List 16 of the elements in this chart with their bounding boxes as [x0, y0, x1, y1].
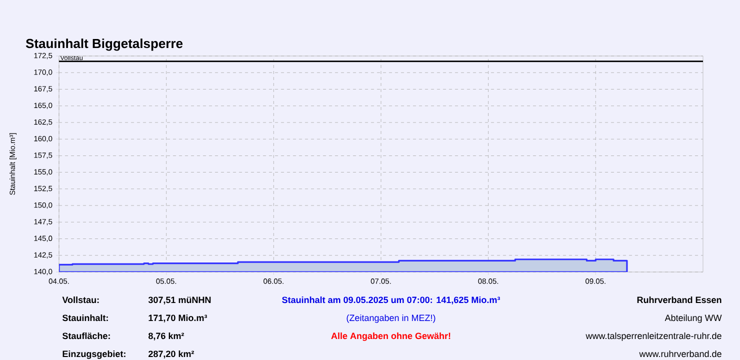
text: Alle Angaben ohne Gewähr!	[331, 332, 450, 341]
text: Vollstau:	[62, 296, 99, 304]
text: www.ruhrverband.de	[639, 350, 722, 358]
text: Einzugsgebiet:	[62, 350, 126, 359]
chart-title: Stauinhalt Biggetalsperre	[26, 38, 183, 51]
text: (Zeitangaben in MEZ!)	[346, 314, 436, 323]
text: 171,70 Mio.m³	[148, 314, 208, 322]
text: Stauinhalt:	[62, 314, 108, 322]
text: 287,20 km²	[148, 350, 194, 358]
text: Abteilung WW	[664, 314, 722, 323]
text: 307,51 müNHN	[148, 296, 211, 304]
text: Staufläche:	[62, 332, 110, 340]
text: www.talsperrenleitzentrale-ruhr.de	[586, 332, 722, 341]
text: Stauinhalt am 09.05.2025 um 07:00: 141,625 Mio.m³	[282, 296, 500, 304]
text: Ruhrverband Essen	[637, 296, 722, 304]
text: 8,76 km²	[148, 332, 184, 340]
